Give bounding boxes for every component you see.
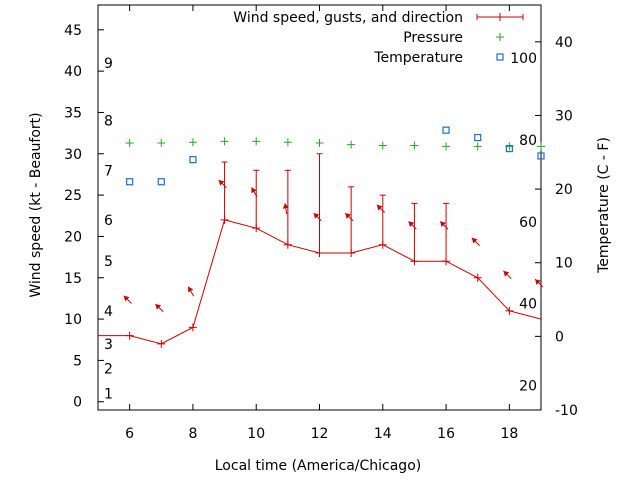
wind-speed-point [157, 339, 166, 348]
x-tick-label: 14 [374, 426, 392, 442]
wind-direction-arrowhead [345, 213, 351, 219]
beaufort-label: 1 [104, 386, 113, 402]
x-tick-label: 10 [247, 426, 265, 442]
wind-direction-arrowhead [155, 303, 162, 310]
temperature-point [505, 144, 513, 153]
beaufort-label: 4 [104, 304, 113, 320]
pressure-point [473, 142, 482, 151]
pressure-point [188, 138, 197, 147]
temperature-point [442, 126, 450, 134]
wind-direction-arrowhead [440, 221, 446, 227]
temperature-point [126, 178, 134, 186]
x-tick-label: 12 [311, 426, 329, 442]
y-left-axis-label: Wind speed (kt - Beaufort) [28, 112, 44, 297]
y-right-tick-label-celsius: 10 [555, 256, 573, 272]
pressure-point [157, 139, 166, 148]
legend-swatch-wind-marker [496, 13, 504, 21]
beaufort-label: 9 [104, 56, 113, 72]
y-left-tick-label: 0 [73, 395, 82, 411]
legend-label-temperature: Temperature [373, 50, 463, 66]
pressure-point [410, 141, 419, 150]
wind-direction-arrowhead [123, 295, 130, 302]
wind-direction-arrowhead [188, 286, 194, 293]
y-left-tick-label: 10 [64, 312, 82, 328]
x-axis-label: Local time (America/Chicago) [215, 458, 421, 474]
y-left-tick-label: 15 [64, 271, 82, 287]
wind-speed-point [125, 331, 134, 340]
y-left-tick-label: 20 [64, 229, 82, 245]
x-tick-label: 18 [500, 426, 518, 442]
wind-direction-arrowhead [408, 221, 415, 227]
pressure-point [378, 141, 387, 150]
temperature-point [537, 152, 545, 160]
pressure-point [537, 142, 545, 151]
y-right-tick-label-celsius: 40 [555, 35, 573, 51]
x-tick-label: 8 [188, 426, 197, 442]
temperature-point [474, 133, 482, 142]
wind-direction-arrowhead [535, 279, 541, 285]
y-left-tick-label: 45 [64, 23, 82, 39]
y-left-tick-label: 5 [73, 353, 82, 369]
fahrenheit-label: 20 [519, 378, 537, 394]
y-left-tick-label: 40 [64, 64, 82, 80]
fahrenheit-label: 80 [519, 133, 537, 149]
beaufort-label: 7 [104, 163, 113, 179]
legend-label-wind: Wind speed, gusts, and direction [233, 10, 463, 26]
fahrenheit-label: 40 [519, 297, 537, 313]
y-right-tick-label-celsius: -10 [555, 403, 578, 419]
wind-speed-point [188, 323, 197, 332]
beaufort-label: 8 [104, 114, 113, 130]
y-right-axis-label: Temperature (C - F) [596, 137, 612, 274]
y-right-tick-label-celsius: 30 [555, 108, 573, 124]
x-tick-label: 16 [437, 426, 455, 442]
legend-label-pressure: Pressure [403, 30, 463, 46]
y-right-tick-label-celsius: 0 [555, 329, 564, 345]
fahrenheit-label: 100 [510, 51, 537, 67]
pressure-point [347, 140, 356, 149]
pressure-point [220, 137, 229, 146]
wind-direction-arrowhead [251, 187, 257, 194]
legend-swatch-pressure [496, 33, 504, 41]
pressure-point [125, 139, 134, 148]
pressure-point [315, 139, 324, 148]
temperature-point [189, 156, 197, 164]
y-left-tick-label: 30 [64, 147, 82, 163]
x-tick-label: 6 [125, 426, 134, 442]
pressure-point [283, 138, 292, 147]
wind-direction-arrowhead [503, 270, 510, 277]
temperature-point [157, 178, 165, 186]
beaufort-label: 3 [104, 337, 113, 353]
wind-direction-arrowhead [471, 237, 478, 244]
legend-swatch-temperature [496, 53, 504, 61]
beaufort-label: 2 [104, 362, 113, 378]
pressure-point [252, 137, 261, 146]
pressure-point [442, 142, 451, 151]
wind-speed-point [505, 306, 514, 315]
y-left-tick-label: 25 [64, 188, 82, 204]
wind-direction-arrowhead [282, 203, 289, 209]
y-right-tick-label-celsius: 20 [555, 182, 573, 198]
beaufort-label: 5 [104, 254, 113, 270]
y-left-tick-label: 35 [64, 105, 82, 121]
wind-direction-arrowhead [313, 213, 320, 219]
wind-speed-point [473, 273, 482, 282]
fahrenheit-label: 60 [519, 215, 537, 231]
wind-direction-arrowhead [218, 180, 225, 186]
beaufort-label: 6 [104, 213, 113, 229]
wind-direction-arrowhead [376, 204, 383, 211]
